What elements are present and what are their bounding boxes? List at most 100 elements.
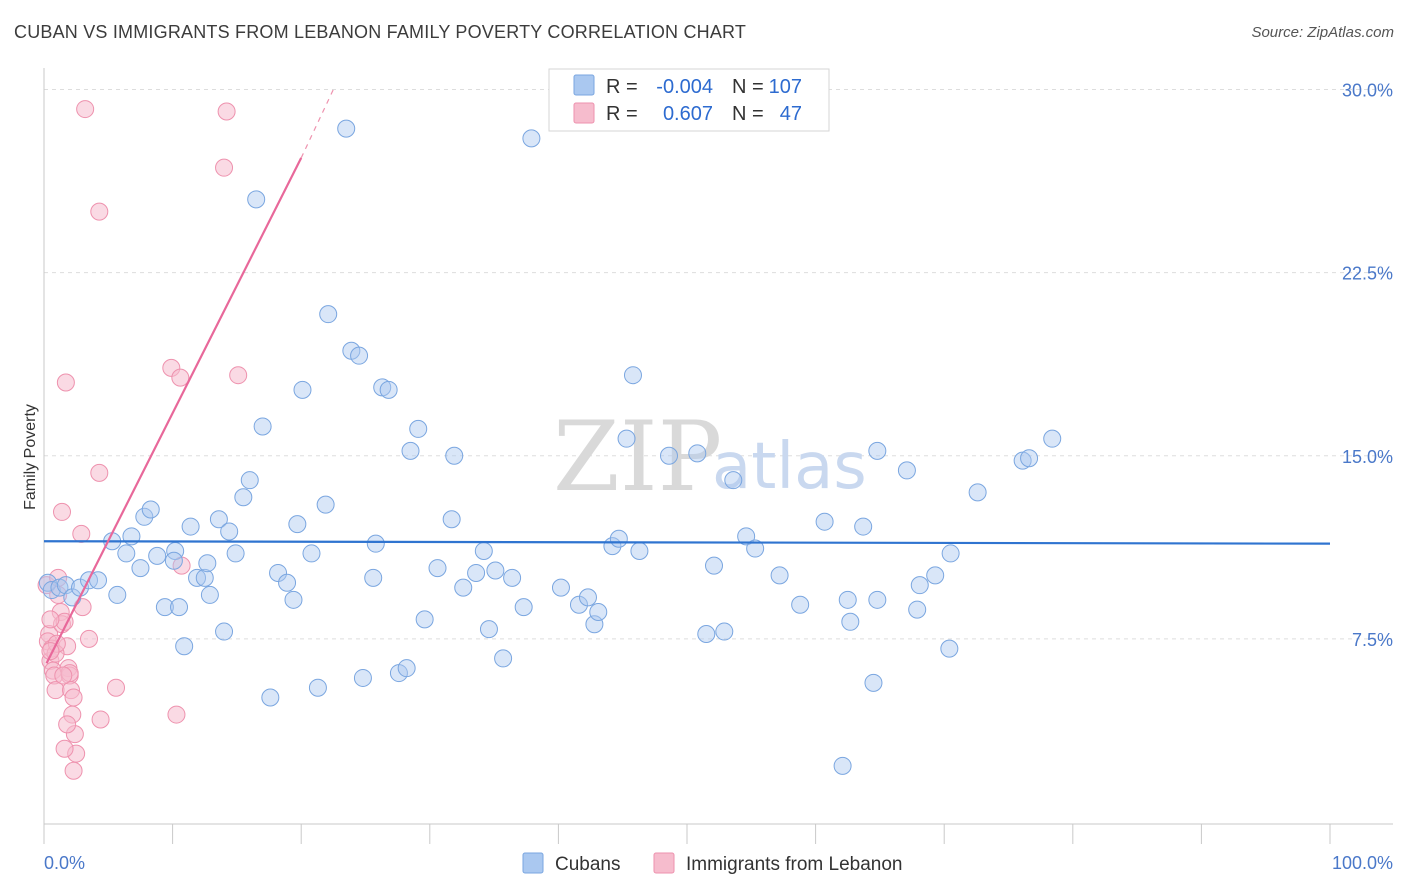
chart-title: CUBAN VS IMMIGRANTS FROM LEBANON FAMILY … xyxy=(14,22,747,42)
bottom-legend-swatch-lebanon xyxy=(653,852,675,874)
cubans-point xyxy=(253,417,272,436)
cubans-point xyxy=(715,622,734,641)
lebanon-point xyxy=(41,610,60,629)
watermark: ZIP atlas xyxy=(553,401,867,513)
cubans-point xyxy=(494,649,513,668)
lebanon-point xyxy=(91,710,110,729)
legend-r-label-cubans: R = xyxy=(606,76,638,98)
cubans-point xyxy=(353,668,372,687)
cubans-point xyxy=(269,563,288,582)
lebanon-point xyxy=(215,158,234,177)
cubans-point xyxy=(135,507,154,526)
cubans-point xyxy=(220,522,239,541)
cubans-point xyxy=(302,544,321,563)
legend-r-value-lebanon: 0.607 xyxy=(663,103,713,125)
x-tick-label-max: 100.0% xyxy=(1332,853,1393,873)
cubans-point xyxy=(288,515,307,534)
trend-lines xyxy=(43,89,1331,664)
cubans-point xyxy=(337,119,356,138)
cubans-point xyxy=(705,556,724,575)
legend-n-label-lebanon: N = xyxy=(732,103,764,125)
lebanon-point xyxy=(217,102,236,121)
cubans-trend-line xyxy=(43,540,1331,545)
cubans-point xyxy=(578,588,597,607)
x-tick-label-min: 0.0% xyxy=(44,853,85,873)
cubans-point xyxy=(226,544,245,563)
lebanon-point xyxy=(55,739,74,758)
cubans-point xyxy=(522,129,541,148)
cubans-point xyxy=(200,585,219,604)
bottom-legend-swatch-cubans xyxy=(522,852,544,874)
cubans-point xyxy=(319,305,338,324)
cubans-point xyxy=(724,471,743,490)
cubans-point xyxy=(454,578,473,597)
cubans-point xyxy=(623,366,642,385)
cubans-point xyxy=(1020,449,1039,468)
lebanon-point xyxy=(167,705,186,724)
cubans-point xyxy=(366,534,385,553)
cubans-point xyxy=(350,346,369,365)
cubans-point xyxy=(617,429,636,448)
cubans-point xyxy=(868,441,887,460)
cubans-point xyxy=(791,595,810,614)
cubans-point xyxy=(941,544,960,563)
cubans-point xyxy=(854,517,873,536)
lebanon-point xyxy=(107,678,126,697)
cubans-point xyxy=(833,756,852,775)
lebanon-point xyxy=(56,373,75,392)
legend-r-label-lebanon: R = xyxy=(606,103,638,125)
series-cubans-points xyxy=(38,119,1062,775)
cubans-point xyxy=(364,568,383,587)
cubans-point xyxy=(209,510,228,529)
cubans-point xyxy=(170,598,189,617)
cubans-point xyxy=(131,559,150,578)
legend-r-value-cubans: -0.004 xyxy=(656,76,713,98)
cubans-point xyxy=(1043,429,1062,448)
cubans-point xyxy=(108,585,127,604)
cubans-point xyxy=(428,559,447,578)
cubans-point xyxy=(609,529,628,548)
lebanon-point xyxy=(54,666,73,685)
gridlines xyxy=(44,89,1393,640)
cubans-point xyxy=(551,578,570,597)
cubans-point xyxy=(234,488,253,507)
cubans-point xyxy=(117,544,136,563)
cubans-point xyxy=(770,566,789,585)
cubans-point xyxy=(864,673,883,692)
lebanon-point xyxy=(58,715,77,734)
cubans-point xyxy=(409,419,428,438)
cubans-point xyxy=(188,568,207,587)
cubans-point xyxy=(467,563,486,582)
cubans-point xyxy=(240,471,259,490)
cubans-point xyxy=(585,615,604,634)
lebanon-trend-extension xyxy=(300,89,334,159)
cubans-point xyxy=(479,620,498,639)
cubans-point xyxy=(181,517,200,536)
cubans-point xyxy=(155,598,174,617)
cubans-point xyxy=(926,566,945,585)
cubans-point xyxy=(486,561,505,580)
y-tick-label: 7.5% xyxy=(1352,630,1393,650)
legend-n-value-lebanon: 47 xyxy=(780,103,802,125)
bottom-legend-label-cubans: Cubans xyxy=(555,854,621,875)
cubans-point xyxy=(442,510,461,529)
cubans-point xyxy=(278,573,297,592)
cubans-point xyxy=(908,600,927,619)
y-tick-label: 15.0% xyxy=(1342,447,1393,467)
cubans-point xyxy=(284,590,303,609)
cubans-point xyxy=(897,461,916,480)
axes: 7.5% 15.0% 22.5% 30.0% xyxy=(43,68,1393,844)
watermark-atlas: atlas xyxy=(712,430,867,504)
cubans-point xyxy=(293,380,312,399)
cubans-point xyxy=(659,446,678,465)
cubans-point xyxy=(838,590,857,609)
cubans-point xyxy=(175,637,194,656)
source-credit: Source: ZipAtlas.com xyxy=(1251,24,1394,41)
cubans-point xyxy=(397,659,416,678)
lebanon-point xyxy=(229,366,248,385)
legend: R = -0.004 N = 107 R = 0.607 N = 47 xyxy=(548,68,830,132)
watermark-zip: ZIP xyxy=(553,401,722,513)
cubans-point xyxy=(910,576,929,595)
y-tick-label: 30.0% xyxy=(1342,81,1393,101)
